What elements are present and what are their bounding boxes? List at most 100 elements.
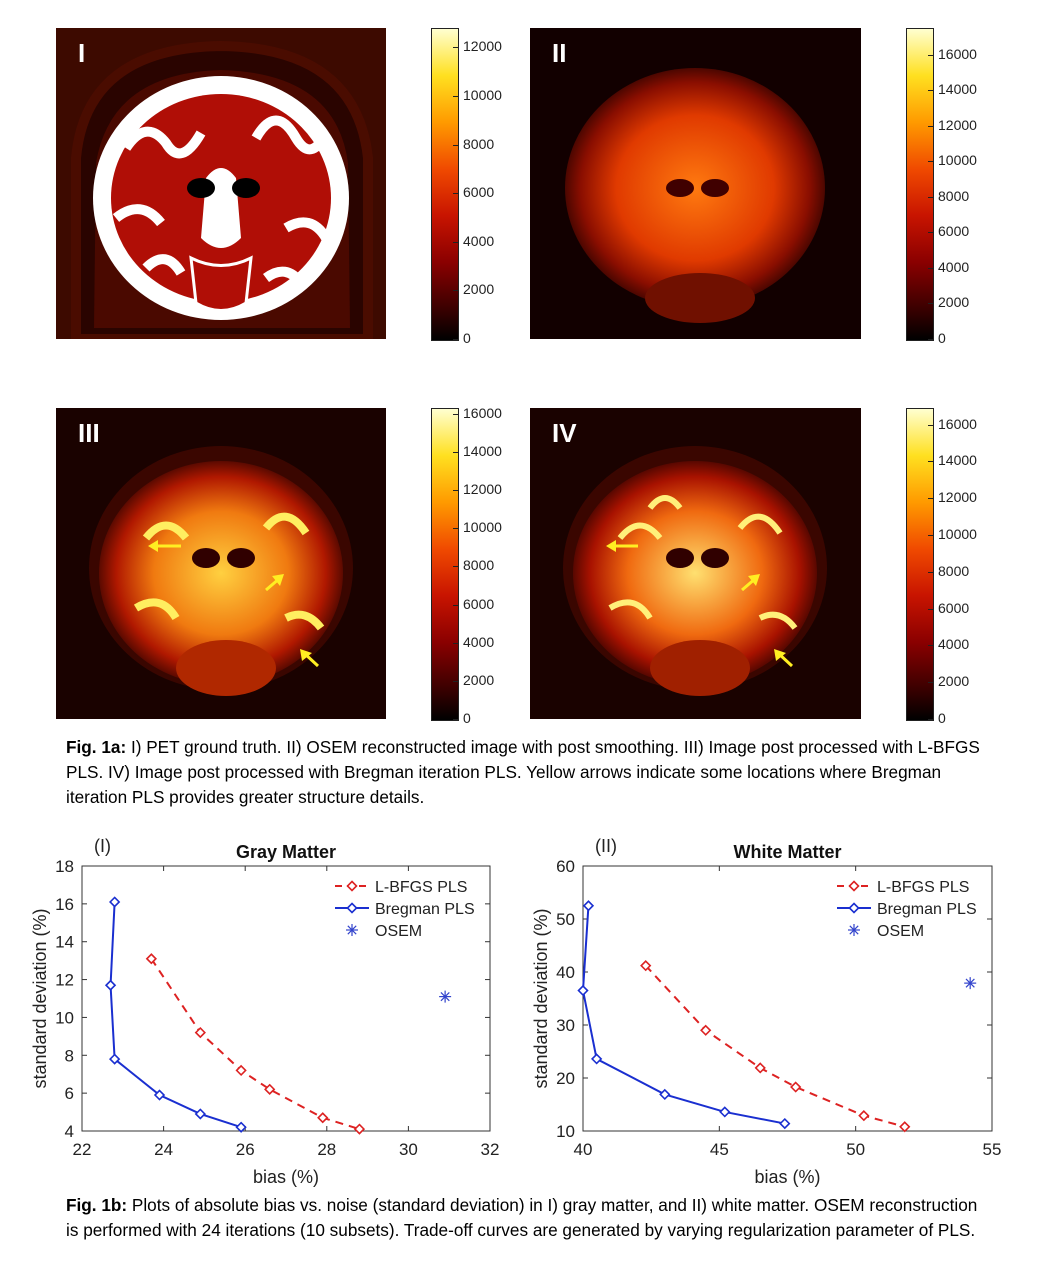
colorbar-tick-label: 6000 <box>463 595 495 612</box>
data-point <box>235 1064 247 1077</box>
colorbar-tick-label: 0 <box>463 330 471 346</box>
data-point <box>109 896 121 908</box>
y-tick-label: 60 <box>556 857 575 876</box>
data-point <box>109 1053 121 1065</box>
colorbar-tick-label: 4000 <box>463 232 495 249</box>
colorbar-tick-mark <box>928 267 933 269</box>
data-point <box>591 1053 603 1065</box>
data-point <box>353 1123 366 1135</box>
colorbar-tick-mark <box>928 498 933 500</box>
legend-label: OSEM <box>375 923 422 940</box>
chart-title: White Matter <box>734 842 842 862</box>
data-point <box>235 1121 247 1133</box>
colorbar-tick-mark <box>453 144 458 146</box>
colorbar-tick-mark <box>928 303 933 305</box>
y-tick-label: 18 <box>55 857 74 876</box>
legend-entry: OSEM <box>346 923 422 940</box>
colorbar-tick-mark <box>453 241 458 243</box>
colorbar-tick-mark <box>928 232 933 234</box>
colorbar-tick-mark <box>453 566 458 568</box>
colorbar-tick-label: 2000 <box>463 671 495 688</box>
data-point <box>640 960 652 972</box>
caption-fig1b: Fig. 1b: Plots of absolute bias vs. nois… <box>66 1193 986 1243</box>
data-point <box>790 1081 802 1093</box>
colorbar-tick-mark <box>928 608 933 610</box>
caption-fig1a: Fig. 1a: I) PET ground truth. II) OSEM r… <box>66 735 986 810</box>
colorbar-tick-label: 4000 <box>938 258 970 275</box>
y-tick-label: 16 <box>55 895 74 914</box>
colorbar-tick-mark <box>453 290 458 292</box>
y-tick-label: 14 <box>55 933 74 952</box>
legend-label: Bregman PLS <box>375 901 475 918</box>
legend-label: Bregman PLS <box>877 901 977 918</box>
colorbar-tick-label: 10000 <box>463 87 502 104</box>
colorbar-tick-mark <box>453 528 458 530</box>
data-point <box>194 1026 206 1039</box>
colorbar-tick-label: 0 <box>938 330 946 346</box>
colorbar-tick-label: 6000 <box>938 599 970 616</box>
colorbar-tick-mark <box>453 490 458 492</box>
series-line <box>581 905 785 1125</box>
colorbar-tick-label: 4000 <box>463 633 495 650</box>
chart-gray-matter: 22 24 26 28 30 32 4 6 8 10 12 14 16 18 bias (%) standar… <box>30 836 499 1187</box>
colorbar-tick-label: 6000 <box>938 223 970 240</box>
colorbar-tick-label: 12000 <box>463 38 502 55</box>
colorbar-tick-mark <box>928 571 933 573</box>
colorbar-tick-label: 0 <box>938 710 946 726</box>
legend-label: L-BFGS PLS <box>877 879 969 896</box>
colorbar-tick-label: 4000 <box>938 636 970 653</box>
colorbar-tick-label: 0 <box>463 710 471 726</box>
legend-marker-stroke <box>849 925 859 935</box>
y-tick-label: 10 <box>55 1008 74 1027</box>
colorbar-tick-mark <box>928 196 933 198</box>
colorbar-tick-label: 16000 <box>938 415 977 432</box>
legend-entry: OSEM <box>848 923 924 940</box>
legend-marker <box>848 880 860 892</box>
brain-image-ground-truth <box>56 28 386 339</box>
x-tick-label: 40 <box>574 1140 593 1159</box>
arrow-bottom <box>774 649 794 668</box>
legend-label: L-BFGS PLS <box>375 879 467 896</box>
colorbar-tick-mark <box>453 413 458 415</box>
chart-white-matter: 40 45 50 55 10 20 30 40 50 60 bias (%) standard dev… <box>531 836 1002 1187</box>
caption-fig1a-text: I) PET ground truth. II) OSEM reconstruc… <box>66 737 980 807</box>
legend-marker <box>848 902 860 914</box>
colorbar-tick-label: 2000 <box>938 673 970 690</box>
colorbar-tick-label: 10000 <box>938 152 977 169</box>
legend-marker <box>346 902 358 914</box>
x-tick-label: 55 <box>983 1140 1002 1159</box>
data-point <box>779 1117 791 1130</box>
data-point <box>899 1121 911 1133</box>
data-point <box>754 1062 766 1074</box>
chart-panel-label: (I) <box>94 836 111 856</box>
colorbar-tick-mark <box>453 193 458 195</box>
legend-marker <box>346 880 358 892</box>
x-tick-label: 24 <box>154 1140 173 1159</box>
data-point <box>104 979 117 991</box>
colorbar-tick-mark <box>928 424 933 426</box>
legend-marker-stroke <box>347 925 357 935</box>
colorbar-tick-mark <box>453 719 458 720</box>
colorbar-tick-label: 6000 <box>463 184 495 201</box>
y-tick-label: 10 <box>556 1122 575 1141</box>
colorbar-tick-mark <box>928 534 933 536</box>
colorbar-tick-label: 8000 <box>938 187 970 204</box>
colorbar-tick-mark <box>928 719 933 720</box>
panel-label-I: I <box>78 38 86 68</box>
y-tick-label: 40 <box>556 963 575 982</box>
x-tick-label: 45 <box>710 1140 729 1159</box>
colorbar-tick-mark <box>453 96 458 98</box>
colorbar-II <box>906 28 934 341</box>
brain-image-lbfgs <box>56 408 386 719</box>
y-tick-label: 4 <box>65 1122 74 1141</box>
colorbar-tick-mark <box>928 54 933 56</box>
colorbar-tick-label: 14000 <box>938 452 977 469</box>
y-axis-label: standard deviation (%) <box>30 908 50 1088</box>
data-point <box>700 1024 712 1036</box>
colorbar-tick-label: 12000 <box>463 481 502 498</box>
arrow-middle <box>265 574 284 592</box>
data-point <box>439 990 452 1003</box>
colorbar-tick-label: 16000 <box>938 45 977 62</box>
y-tick-label: 6 <box>65 1084 74 1103</box>
colorbar-tick-mark <box>928 645 933 647</box>
